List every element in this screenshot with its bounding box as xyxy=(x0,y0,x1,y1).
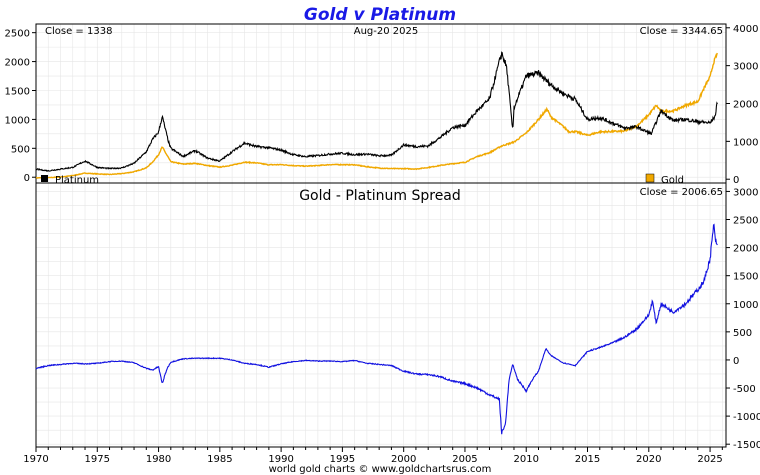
x-axis: 1970 1975 1980 1985 1990 1995 2000 2005 2010 2015… xyxy=(23,447,723,465)
bottom-panel-frame xyxy=(35,182,727,448)
tick-label: 2025 xyxy=(697,454,722,465)
spread-series-line xyxy=(35,223,718,435)
tick-label: 1500 xyxy=(5,86,30,97)
date-label: Aug-20 2025 xyxy=(354,26,419,37)
tick-label: 500 xyxy=(11,144,30,155)
platinum-series-line xyxy=(35,51,718,172)
gold-legend-label: Gold xyxy=(661,175,684,186)
tick-label: 1975 xyxy=(85,454,110,465)
spread-panel-title: Gold - Platinum Spread xyxy=(299,188,461,204)
gold-close-label: Close = 3344.65 xyxy=(640,26,723,37)
tick-label: 2500 xyxy=(733,216,758,227)
tick-label: 0 xyxy=(733,356,739,367)
bottom-panel-grid xyxy=(35,183,726,447)
chart-title: Gold v Platinum xyxy=(304,5,456,25)
tick-label: 2000 xyxy=(733,244,758,255)
top-panel-frame xyxy=(35,23,727,184)
tick-label: 2000 xyxy=(5,58,30,69)
spread-close-label: Close = 2006.65 xyxy=(640,187,723,198)
tick-label: -1000 xyxy=(733,412,760,423)
tick-label: 0 xyxy=(733,175,739,186)
footer-credit: world gold charts © www.goldchartsrus.co… xyxy=(269,464,492,475)
tick-label: 2000 xyxy=(391,454,416,465)
tick-label: 1980 xyxy=(146,454,171,465)
tick-label: -1500 xyxy=(733,440,760,451)
top-right-axis: 0 1000 2000 3000 4000 xyxy=(726,24,758,186)
tick-label: 2005 xyxy=(452,454,477,465)
tick-label: 500 xyxy=(733,328,752,339)
tick-label: 1985 xyxy=(207,454,232,465)
tick-label: -500 xyxy=(733,384,756,395)
platinum-close-label: Close = 1338 xyxy=(45,26,112,37)
tick-label: 3000 xyxy=(733,62,758,73)
top-panel-grid xyxy=(35,24,726,183)
tick-label: 2000 xyxy=(733,100,758,111)
platinum-legend-label: Platinum xyxy=(55,175,99,186)
tick-label: 0 xyxy=(24,173,30,184)
tick-label: 1500 xyxy=(733,272,758,283)
tick-label: 2500 xyxy=(5,29,30,40)
tick-label: 2020 xyxy=(636,454,661,465)
top-left-axis: 0 500 1000 1500 2000 2500 xyxy=(5,29,36,184)
tick-label: 1000 xyxy=(733,300,758,311)
platinum-legend-swatch xyxy=(41,175,48,182)
tick-label: 4000 xyxy=(733,24,758,35)
tick-label: 1000 xyxy=(5,115,30,126)
tick-label: 1990 xyxy=(268,454,293,465)
gold-legend-swatch xyxy=(645,173,655,183)
tick-label: 2015 xyxy=(575,454,600,465)
tick-label: 2010 xyxy=(514,454,539,465)
tick-label: 3000 xyxy=(733,187,758,198)
gold-series-line xyxy=(35,52,719,179)
bottom-right-axis: -1500 -1000 -500 0 500 1000 1500 2000 2500 3000 xyxy=(726,187,760,451)
tick-label: 1000 xyxy=(733,137,758,148)
tick-label: 1970 xyxy=(23,454,48,465)
tick-label: 1995 xyxy=(330,454,355,465)
